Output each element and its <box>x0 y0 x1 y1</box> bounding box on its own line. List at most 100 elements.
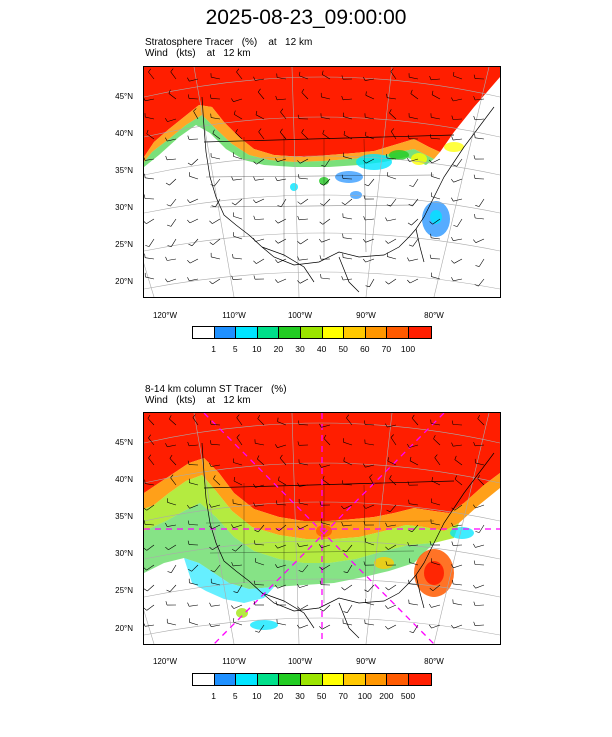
wind-barb-flag <box>451 420 454 425</box>
wind-barb-flag <box>369 474 373 478</box>
wind-barb <box>387 424 397 428</box>
wind-barb <box>211 504 221 508</box>
wind-barb-flag <box>144 97 146 101</box>
wind-barb-flag <box>389 475 392 479</box>
wind-barb-flag <box>167 571 172 573</box>
colorbar-label: 5 <box>232 691 238 701</box>
wind-barb <box>343 461 353 466</box>
wind-barb <box>322 479 331 486</box>
wind-barb <box>211 464 221 467</box>
wind-barb <box>211 524 221 530</box>
wind-barb <box>299 462 309 466</box>
wind-barb <box>365 158 375 164</box>
wind-barb <box>387 97 397 100</box>
wind-barb-flag <box>253 260 257 264</box>
wind-barb <box>475 238 485 243</box>
wind-barb <box>300 238 309 245</box>
column-tracer-orange <box>144 458 500 539</box>
wind-barb <box>235 544 243 552</box>
wind-barb <box>365 218 375 221</box>
wind-barb-flag <box>386 509 391 513</box>
colorbar-swatch <box>408 327 431 338</box>
wind-barb-flag <box>364 420 366 425</box>
wind-barb-flag <box>477 474 480 479</box>
wind-barb-flag <box>363 505 366 509</box>
wind-barb <box>255 443 265 446</box>
wind-barb-flag <box>233 110 236 115</box>
wind-barb <box>409 116 419 120</box>
wind-barb <box>257 524 265 533</box>
wind-barb-flag <box>145 245 150 247</box>
wind-barb <box>477 478 485 486</box>
wind-barb <box>345 544 353 553</box>
wind-barb <box>409 258 419 262</box>
wind-barb-flag <box>363 216 366 221</box>
wind-barb <box>189 218 199 224</box>
wind-barb-flag <box>209 280 213 285</box>
wind-barb <box>189 582 199 586</box>
wind-barb <box>475 98 485 101</box>
wind-barb <box>412 198 419 207</box>
wind-barb <box>211 582 221 586</box>
colorbar-swatch <box>236 327 258 338</box>
wind-barb <box>147 418 155 426</box>
wind-barb <box>431 624 441 629</box>
colorbar-label: 20 <box>273 344 284 354</box>
wind-barb <box>233 178 243 181</box>
wind-barb-flag <box>166 204 171 207</box>
panel2-lat-label: 40°N <box>115 475 133 484</box>
wind-barb <box>364 424 375 426</box>
wind-barb-flag <box>387 457 389 462</box>
panel1-lat-label: 30°N <box>115 203 133 212</box>
wind-barb-flag <box>275 158 278 162</box>
wind-barb <box>281 198 287 207</box>
wind-barb <box>192 417 199 426</box>
wind-barb-flag <box>165 601 168 606</box>
wind-barb <box>212 238 221 245</box>
wind-barb-flag <box>187 460 190 465</box>
wind-barb <box>322 564 331 570</box>
wind-barb-flag <box>280 108 284 113</box>
wind-barb-flag <box>275 444 278 448</box>
wind-barb-flag <box>253 176 256 181</box>
colorbar-swatch <box>193 327 215 338</box>
wind-barb <box>388 238 397 244</box>
wind-barb-flag <box>343 457 345 462</box>
wind-barb <box>215 198 221 207</box>
wind-barb-flag <box>319 423 322 428</box>
wind-barb <box>365 464 375 468</box>
wind-barb <box>278 524 287 532</box>
wind-barb <box>369 477 375 486</box>
page-title: 2025-08-23_09:00:00 <box>205 6 407 29</box>
colorbar-label: 20 <box>273 691 284 701</box>
wind-barb-flag <box>431 90 434 95</box>
wind-barb <box>169 584 177 592</box>
wind-barb <box>413 624 419 633</box>
wind-barb-flag <box>144 173 146 178</box>
wind-barb <box>280 111 287 120</box>
wind-barb <box>234 114 243 120</box>
wind-barb <box>277 622 287 626</box>
wind-barb <box>302 564 309 573</box>
wind-barb-flag <box>407 257 410 262</box>
wind-barb <box>367 584 375 592</box>
wind-barb <box>144 198 155 200</box>
wind-barb <box>478 524 485 533</box>
wind-barb <box>477 418 485 426</box>
wind-barb <box>146 604 155 611</box>
wind-barb-flag <box>451 197 454 202</box>
wind-barb-flag <box>165 137 168 142</box>
wind-barb <box>255 114 265 120</box>
wind-barb <box>255 504 265 507</box>
wind-barb <box>321 624 331 630</box>
wind-barb-flag <box>319 580 322 585</box>
wind-barb-flag <box>274 584 278 589</box>
wind-barb <box>233 235 243 240</box>
colorbar-label: 200 <box>379 691 394 701</box>
wind-barb <box>233 480 243 486</box>
wind-barb <box>277 238 287 244</box>
wind-barb-flag <box>209 602 212 607</box>
panel2-lat-label: 30°N <box>115 549 133 558</box>
panel1-lat-label: 40°N <box>115 129 133 138</box>
wind-barb-flag <box>212 129 215 134</box>
